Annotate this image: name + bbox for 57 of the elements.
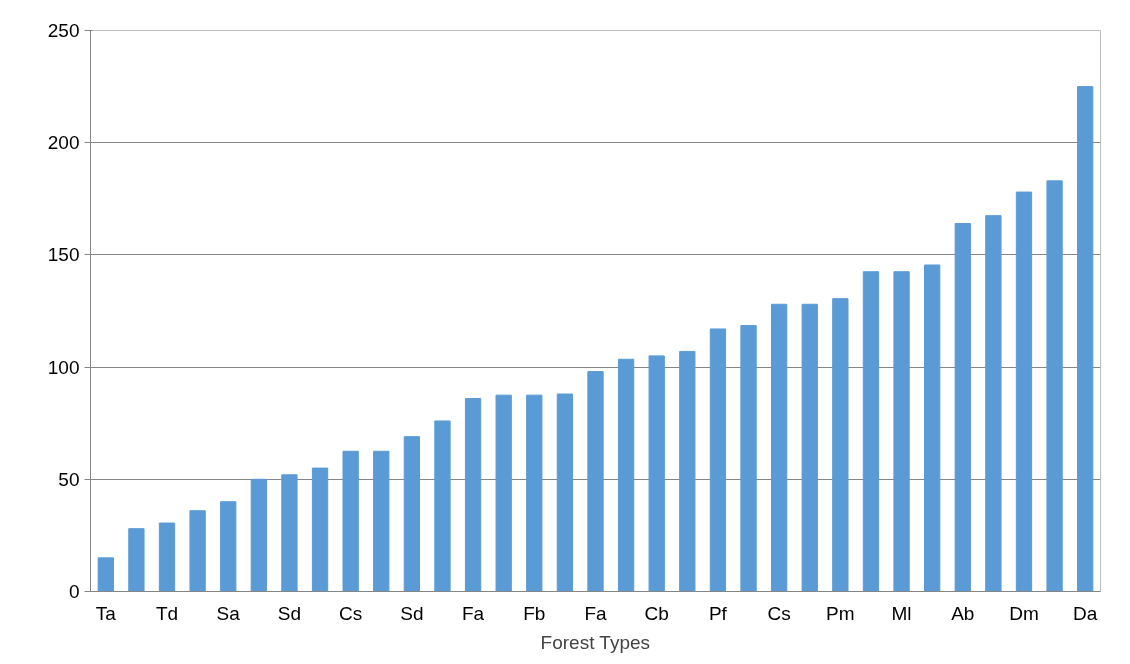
y-tick-label: 200: [47, 132, 80, 154]
bar: [342, 450, 359, 592]
bar: [128, 528, 145, 592]
bar: [403, 436, 421, 592]
bar: [464, 398, 482, 592]
bar: [189, 510, 206, 592]
bar: [220, 501, 237, 592]
x-tick-label: Sa: [216, 602, 241, 624]
bar: [495, 394, 512, 592]
bar: [893, 271, 910, 592]
y-tick-label: 250: [47, 20, 80, 41]
bar: [250, 478, 267, 592]
x-tick-label: Pm: [826, 602, 855, 624]
x-tick-label: Da: [1073, 602, 1098, 624]
y-tick-label: 0: [68, 581, 80, 602]
bar: [924, 264, 941, 592]
x-tick-label: Sd: [277, 602, 302, 624]
bar: [281, 474, 298, 592]
bar: [954, 222, 971, 592]
bar: [1015, 191, 1033, 592]
y-tick-label: 50: [58, 468, 80, 490]
bar: [617, 358, 635, 592]
x-tick-label: Fb: [523, 602, 546, 624]
bar: [158, 522, 176, 592]
x-axis-title: Forest Types: [540, 631, 651, 653]
bar: [556, 393, 574, 592]
bar: [985, 215, 1002, 592]
x-tick-label: Cs: [767, 602, 791, 624]
bar: [679, 350, 696, 592]
bar: [1077, 86, 1094, 592]
x-tick-label: Dm: [1009, 602, 1039, 624]
bar: [648, 355, 665, 592]
x-tick-label: Ml: [891, 602, 912, 624]
bar: [587, 371, 604, 592]
x-tick-label: Pf: [708, 602, 728, 624]
bar: [311, 467, 329, 592]
x-tick-label: Ab: [951, 602, 975, 624]
x-tick-label: Td: [155, 602, 179, 624]
x-tick-label: Fa: [461, 602, 485, 624]
bar: [434, 420, 451, 592]
bar: [526, 394, 543, 592]
bar: [740, 325, 757, 592]
x-tick-label: Ta: [95, 602, 117, 624]
bar: [373, 450, 390, 592]
y-tick-label: 150: [47, 244, 80, 266]
x-tick-label: Cb: [644, 602, 669, 624]
y-tick-label: 100: [47, 356, 80, 378]
bar: [1046, 180, 1063, 592]
bar: [770, 303, 788, 592]
x-tick-label: Sd: [400, 602, 424, 624]
bar: [97, 557, 114, 592]
bar: [832, 298, 849, 592]
bar: [801, 303, 818, 592]
x-tick-label: Fa: [584, 602, 608, 624]
bar: [862, 271, 880, 592]
x-tick-label: Cs: [339, 602, 363, 624]
bar: [709, 328, 727, 592]
